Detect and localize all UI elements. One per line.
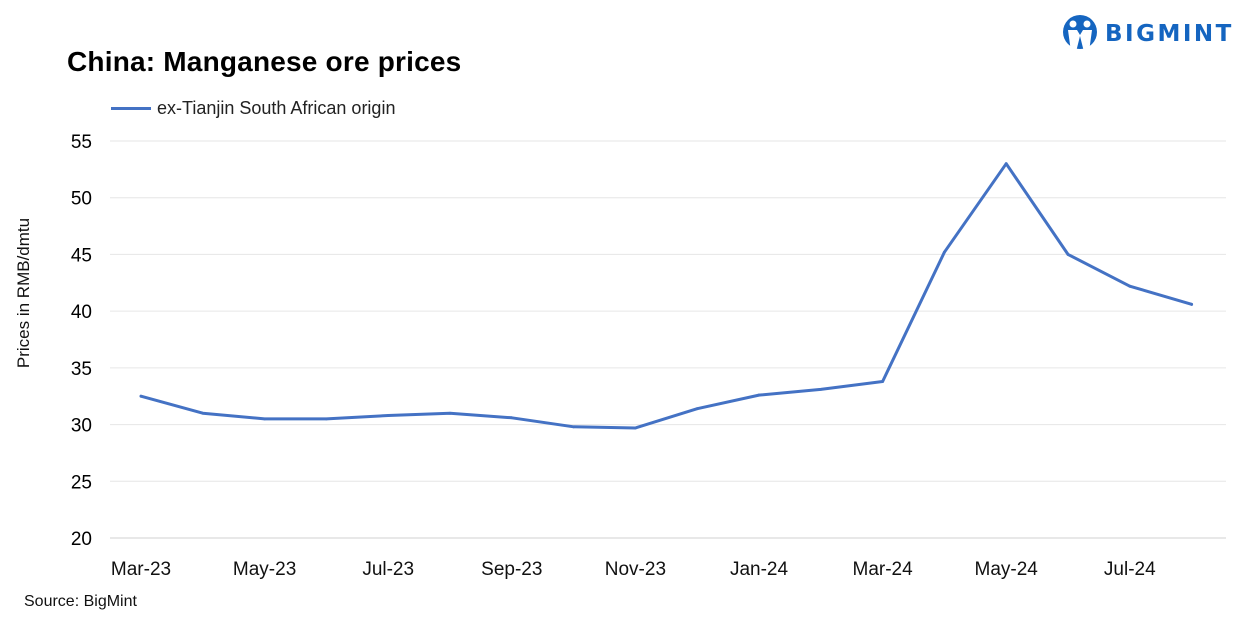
- y-tick-label: 20: [71, 529, 92, 550]
- legend-label: ex-Tianjin South African origin: [157, 97, 396, 118]
- x-tick-label: May-24: [975, 559, 1039, 580]
- bigmint-logo-text: BIGMINT: [1105, 21, 1234, 47]
- data-point: [448, 411, 452, 415]
- data-point: [386, 414, 390, 417]
- y-tick-label: 50: [71, 189, 92, 210]
- data-point: [881, 380, 884, 383]
- data-point: [819, 388, 823, 391]
- x-tick-label: Jan-24: [730, 559, 789, 580]
- data-point: [943, 250, 946, 254]
- y-tick-label: 35: [71, 359, 92, 380]
- data-point: [1190, 302, 1193, 306]
- legend: ex-Tianjin South African origin: [111, 96, 395, 120]
- x-tick-label: Mar-23: [111, 559, 171, 580]
- x-tick-label: Nov-23: [605, 559, 666, 580]
- data-point: [263, 417, 266, 421]
- x-tick-label: Jul-24: [1104, 559, 1156, 580]
- data-point: [325, 417, 328, 421]
- x-tick-label: Jul-23: [362, 559, 414, 580]
- x-tick-label: May-23: [233, 559, 296, 580]
- chart-title: China: Manganese ore prices: [67, 46, 462, 77]
- y-axis-label: Prices in RMB/dmtu: [14, 217, 33, 369]
- y-tick-label: 45: [71, 245, 92, 266]
- x-tick-label: Sep-23: [481, 559, 542, 580]
- y-tick-label: 55: [71, 132, 92, 153]
- data-point: [510, 416, 514, 420]
- series-line-0: [139, 162, 1194, 430]
- y-tick-label: 25: [71, 472, 92, 493]
- data-point: [634, 426, 637, 430]
- bigmint-logo-icon: [1063, 15, 1097, 52]
- data-point: [1004, 162, 1008, 166]
- data-point: [572, 425, 575, 429]
- data-point: [1128, 284, 1132, 288]
- data-point: [757, 393, 761, 397]
- y-tick-label: 40: [71, 302, 92, 323]
- data-point: [139, 394, 143, 398]
- legend-swatch: [111, 106, 151, 110]
- data-point: [201, 411, 205, 415]
- bigmint-logo: BIGMINT: [1062, 12, 1242, 56]
- x-tick-label: Mar-24: [853, 559, 914, 580]
- source-note: Source: BigMint: [24, 593, 137, 610]
- data-point: [695, 407, 699, 411]
- y-tick-label: 30: [71, 416, 92, 437]
- data-point: [1066, 253, 1070, 256]
